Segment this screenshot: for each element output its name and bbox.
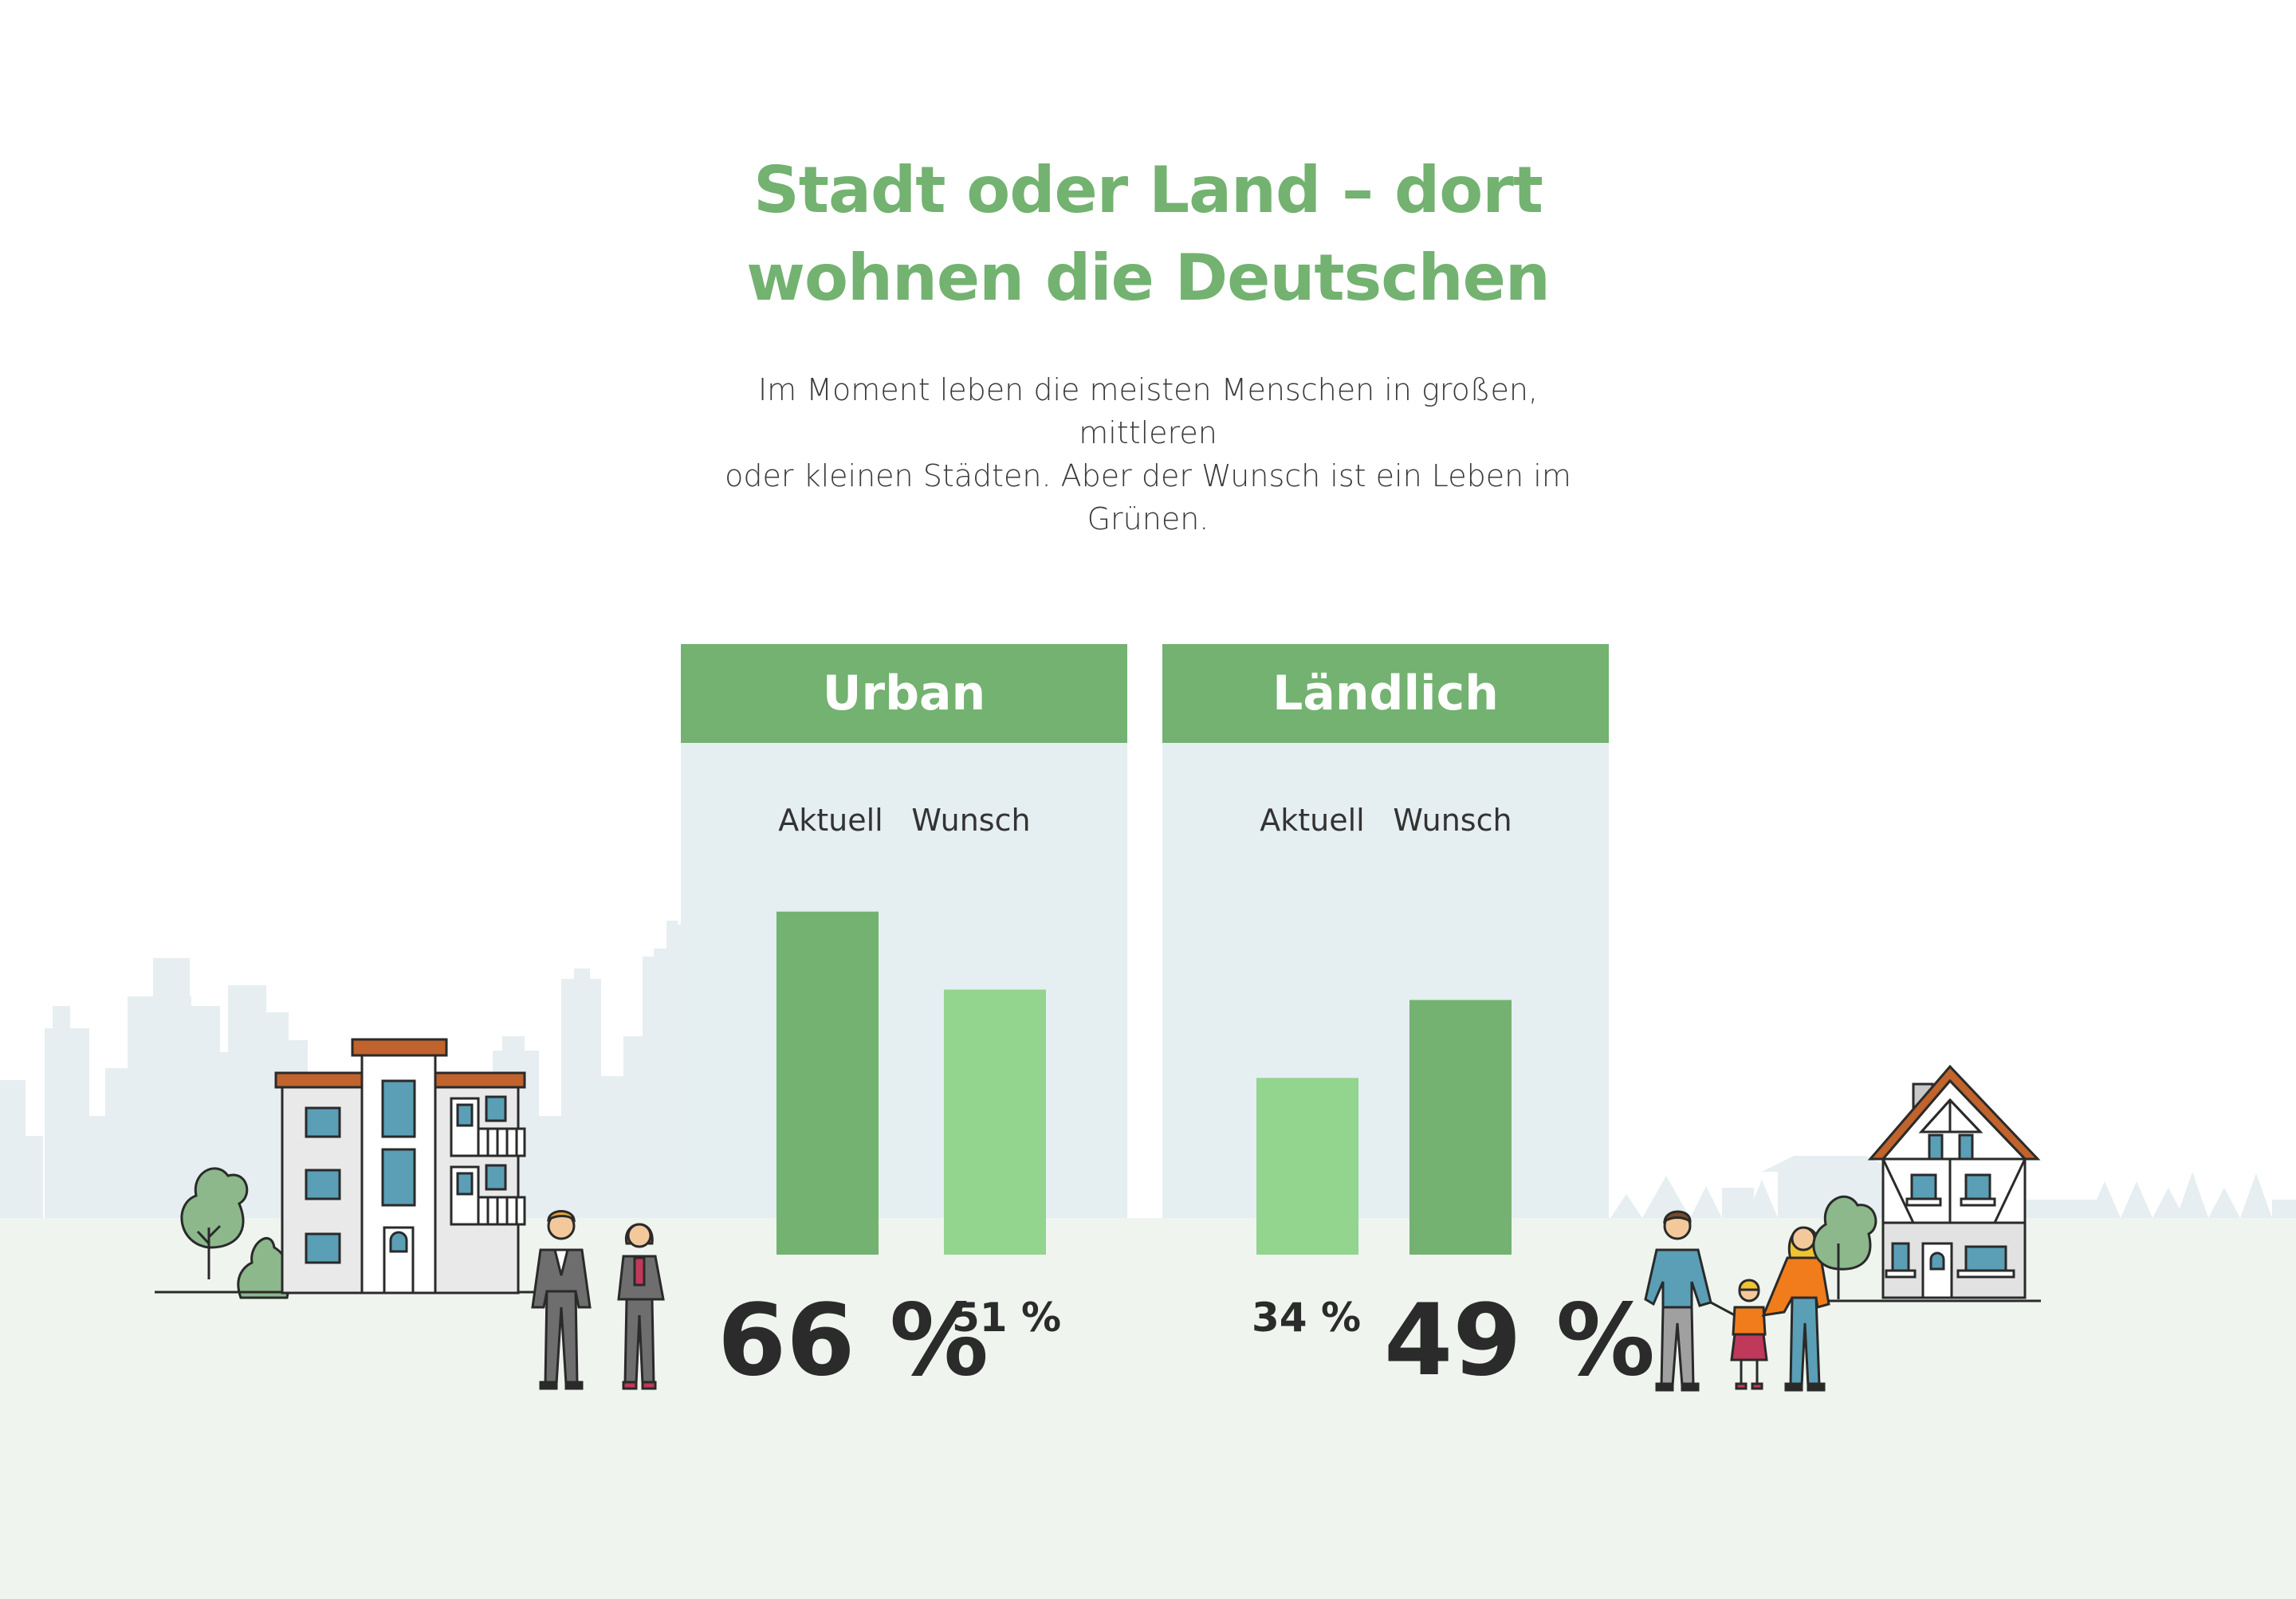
rural-label-aktuell: Aktuell [1260, 803, 1365, 838]
subtitle: Im Moment leben die meisten Menschen in … [710, 368, 1586, 540]
rural-panel-title: Ländlich [1162, 644, 1609, 743]
tree-left [180, 1167, 249, 1279]
subtitle-line-3: Grünen. [1087, 501, 1209, 536]
father-icon [1644, 1210, 1712, 1392]
bar-rural-wunsch [1409, 1000, 1512, 1255]
half-timbered-house-icon [1867, 1064, 2041, 1299]
businesswoman-icon [617, 1223, 665, 1390]
bar-rural-aktuell [1256, 1078, 1358, 1255]
urban-label-wunsch: Wunsch [911, 803, 1031, 838]
mother-icon [1761, 1226, 1830, 1392]
rural-wunsch-value: 49 % [1384, 1283, 1655, 1398]
rural-bars [1256, 1000, 1512, 1255]
page-title-line-2: wohnen die Deutschen [746, 241, 1551, 315]
urban-panel-background [681, 743, 1127, 1218]
rural-panel-background [1162, 743, 1609, 1218]
subtitle-line-2: oder kleinen Städten. Aber der Wunsch is… [725, 458, 1571, 493]
urban-bars [776, 911, 1046, 1255]
businessman-icon [531, 1210, 592, 1390]
apartment-building-icon [274, 1038, 526, 1295]
tree-right [1812, 1195, 1877, 1299]
page-title-line-1: Stadt oder Land – dort [753, 153, 1543, 227]
urban-label-aktuell: Aktuell [778, 803, 883, 838]
urban-panel-title: Urban [681, 644, 1127, 743]
child-icon [1710, 1279, 1768, 1390]
bar-urban-wunsch [944, 989, 1046, 1255]
bar-urban-aktuell [776, 911, 879, 1255]
urban-wunsch-value: 51 % [952, 1295, 1062, 1341]
subtitle-line-1: Im Moment leben die meisten Menschen in … [757, 372, 1539, 450]
rural-label-wunsch: Wunsch [1393, 803, 1512, 838]
rural-aktuell-value: 34 % [1252, 1295, 1362, 1341]
urban-aktuell-value: 66 % [718, 1283, 989, 1398]
